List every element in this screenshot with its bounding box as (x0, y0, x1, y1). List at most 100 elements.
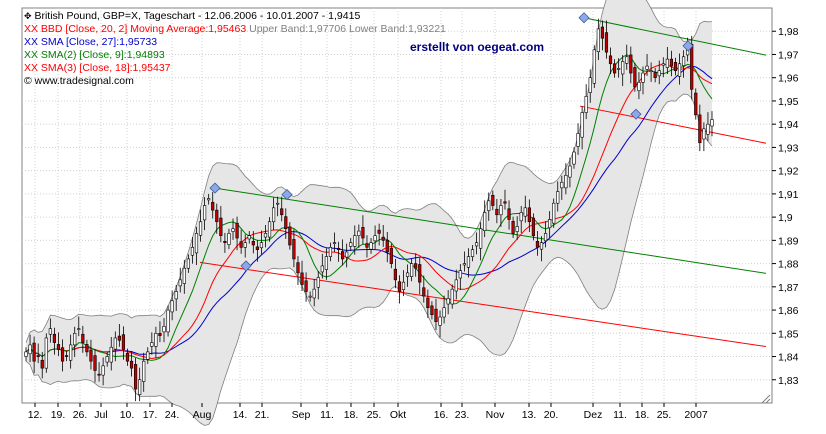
resize-grip-icon[interactable] (761, 394, 771, 404)
candle-body (125, 352, 130, 362)
candle-body (345, 251, 349, 258)
x-tick-label: Dez (584, 409, 603, 421)
candle-body (710, 119, 714, 127)
candle-body (653, 72, 657, 79)
candle-body (564, 174, 568, 189)
candle-body (267, 221, 272, 238)
x-tick-label: 19. (51, 409, 66, 421)
candle-body (422, 287, 426, 297)
candle-body (73, 332, 77, 346)
y-tick-label: 1,85 (778, 328, 799, 340)
candle-body (393, 268, 397, 281)
candle-body (438, 316, 442, 326)
candle-body (304, 280, 308, 292)
x-tick-label: 13. (522, 409, 537, 421)
candle-body (535, 240, 540, 248)
candle-body (60, 347, 65, 362)
x-tick-label: 26. (73, 409, 88, 421)
x-tick-label: 10. (120, 409, 135, 421)
candle-body (405, 272, 410, 277)
candle-body (592, 49, 596, 84)
y-tick-label: 1,9 (778, 212, 793, 224)
x-tick-label: Nov (486, 409, 505, 421)
lower-band-line (25, 93, 713, 426)
candle-body (418, 264, 422, 283)
candle-body (487, 200, 491, 211)
y-tick-label: 1,96 (778, 73, 799, 85)
candle-body (657, 70, 661, 77)
candle-body (178, 279, 182, 287)
candle-body (288, 226, 292, 246)
candle-body (373, 235, 377, 242)
candle-body (434, 308, 438, 322)
candle-body (568, 165, 572, 178)
candle-body (133, 364, 138, 390)
copyright-notice: © www.tradesignal.com (24, 75, 134, 87)
candle-body (531, 217, 535, 237)
legend-sma[interactable]: XX SMA [Close, 27]:1,95733 (24, 36, 158, 48)
candle-body (572, 151, 576, 165)
candle-body (170, 300, 174, 313)
candle-body (89, 349, 93, 362)
legend-sma3[interactable]: XX SMA(3) [Close, 18]:1,95437 (24, 62, 171, 74)
sma-18-line (25, 63, 713, 360)
candle-body (681, 56, 686, 66)
candle-body (410, 263, 414, 277)
y-tick-label: 1,98 (778, 26, 799, 38)
candle-body (48, 328, 52, 335)
x-tick-label: Aug (193, 409, 212, 421)
candle-body (604, 32, 609, 53)
candle-body (661, 63, 665, 66)
x-tick-label: 21. (255, 409, 270, 421)
candle-body (284, 216, 288, 230)
x-tick-label: 17. (143, 409, 158, 421)
drag-handle-icon[interactable]: ✥ (24, 11, 32, 21)
candle-body (300, 272, 304, 285)
candle-body (621, 61, 625, 75)
legend-bbd[interactable]: XX BBD [Close, 20, 2] Moving Average:1,9… (24, 23, 446, 35)
x-tick-label: Jul (94, 409, 107, 421)
pivot-markers (209, 12, 694, 272)
candle-body (85, 344, 89, 353)
candle-body (491, 194, 495, 206)
legend-sma2[interactable]: XX SMA(2) [Close, 9]:1,94893 (24, 49, 165, 61)
candle-body (385, 240, 389, 253)
candle-body (320, 265, 324, 273)
candle-body (243, 242, 247, 248)
candle-body (211, 201, 215, 211)
pivot-marker (578, 12, 590, 24)
candle-body (190, 247, 195, 256)
candle-body (617, 68, 621, 70)
candle-body (194, 233, 199, 254)
candle-body (495, 208, 499, 216)
candle-body (608, 55, 613, 65)
candle-body (596, 28, 600, 52)
candle-body (503, 201, 507, 204)
x-tick-label: 24. (165, 409, 180, 421)
candle-body (93, 355, 97, 371)
candle-body (552, 202, 556, 224)
candle-body (105, 356, 109, 363)
watermark: erstellt von oegeat.com (410, 40, 545, 54)
candle-body (259, 242, 264, 249)
candle-body (182, 267, 186, 284)
candle-body (381, 236, 385, 241)
x-tick-label: 16. (434, 409, 449, 421)
pivot-marker (209, 182, 221, 194)
x-tick-label: 18. (344, 409, 359, 421)
candle-body (690, 43, 694, 90)
candle-body (77, 328, 81, 330)
candlesticks (24, 18, 714, 402)
candle-body (442, 307, 446, 318)
x-tick-label: 18. (635, 409, 650, 421)
candle-body (158, 332, 162, 336)
candle-body (235, 222, 239, 239)
candle-body (361, 227, 365, 239)
candle-body (296, 262, 300, 274)
candle-body (69, 344, 73, 361)
candle-body (645, 65, 649, 70)
candle-body (401, 281, 406, 290)
candle-body (414, 263, 418, 269)
candle-body (446, 298, 450, 305)
candle-body (357, 230, 361, 237)
